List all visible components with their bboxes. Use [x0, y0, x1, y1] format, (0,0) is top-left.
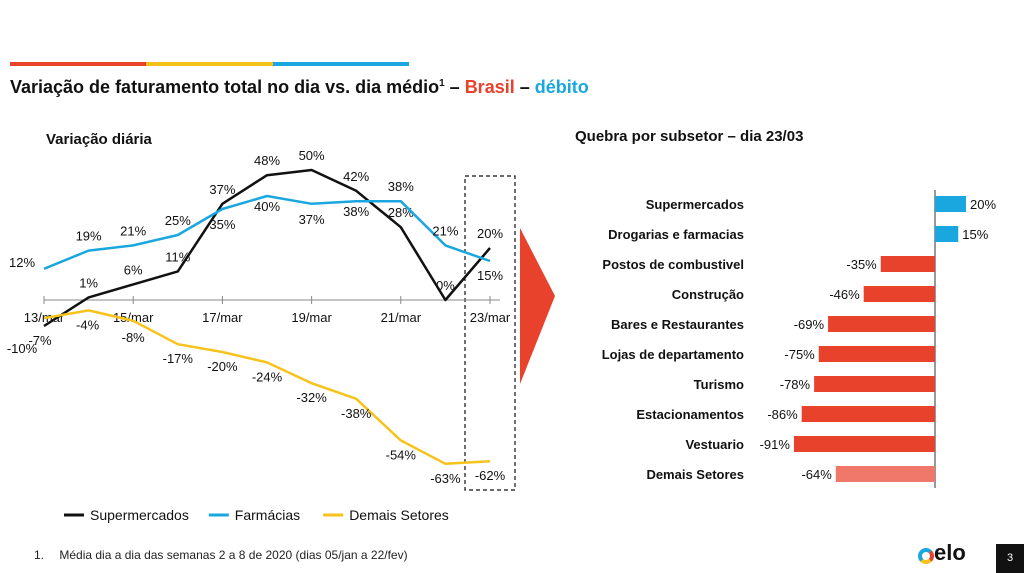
- data-label: 37%: [299, 212, 325, 227]
- data-label: -4%: [76, 317, 100, 332]
- footnote-number: 1.: [34, 548, 45, 562]
- x-tick-label: 17/mar: [202, 310, 243, 325]
- bar-category-label: Demais Setores: [646, 467, 744, 482]
- bar-value-label: -75%: [784, 347, 815, 362]
- x-tick-label: 21/mar: [381, 310, 422, 325]
- bar-category-label: Vestuario: [685, 437, 744, 452]
- data-label: 37%: [209, 182, 235, 197]
- bar: [818, 346, 935, 362]
- data-label: 11%: [165, 249, 190, 264]
- data-label: -62%: [475, 468, 506, 483]
- bar-category-label: Supermercados: [646, 197, 744, 212]
- bar-category-label: Turismo: [694, 377, 744, 392]
- footnote-text: Média dia a dia das semanas 2 a 8 de 202…: [59, 548, 408, 562]
- series-line-demais-setores: [43, 309, 491, 466]
- bar-category-label: Construção: [672, 287, 744, 302]
- top-bar-red: [10, 62, 146, 66]
- arrow-icon: [520, 228, 555, 384]
- bar: [880, 256, 935, 272]
- series-line-supermercados: [43, 168, 491, 328]
- data-label: 19%: [76, 229, 102, 244]
- data-label: 12%: [9, 255, 35, 270]
- data-label: -20%: [207, 359, 238, 374]
- data-label: 1%: [79, 275, 98, 290]
- page-title: Variação de faturamento total no dia vs.…: [10, 77, 589, 98]
- title-main: Variação de faturamento total no dia vs.…: [10, 77, 440, 97]
- bar: [835, 466, 935, 482]
- data-label: 28%: [388, 205, 414, 220]
- title-brasil: Brasil: [464, 77, 515, 97]
- data-label: 42%: [343, 169, 369, 184]
- bar: [863, 286, 935, 302]
- data-label: 15%: [477, 268, 503, 283]
- title-debito: débito: [534, 77, 589, 97]
- elo-logo: elo: [918, 540, 966, 566]
- data-label: 20%: [477, 226, 503, 241]
- logo-text: elo: [934, 540, 966, 565]
- x-tick-label: 23/mar: [470, 310, 511, 325]
- legend-label: Demais Setores: [349, 507, 449, 523]
- data-label: 38%: [388, 179, 414, 194]
- legend-label: Farmácias: [235, 507, 300, 523]
- bar-category-label: Postos de combustivel: [602, 257, 744, 272]
- bar: [935, 226, 959, 242]
- title-footnote-mark: 1: [439, 78, 445, 89]
- data-label: -54%: [386, 447, 417, 462]
- x-tick-label: 19/mar: [291, 310, 332, 325]
- data-label: 48%: [254, 153, 280, 168]
- data-label: -63%: [430, 471, 461, 486]
- bar: [814, 376, 935, 392]
- top-bar-blue: [273, 62, 409, 66]
- top-bar-yellow: [146, 62, 273, 66]
- bar-value-label: -46%: [829, 287, 860, 302]
- data-label: 25%: [165, 213, 191, 228]
- logo-mark-icon: [918, 548, 934, 564]
- data-label: 38%: [343, 204, 369, 219]
- bar-category-label: Bares e Restaurantes: [611, 317, 744, 332]
- bar-category-label: Lojas de departamento: [602, 347, 744, 362]
- data-label: 21%: [120, 223, 146, 238]
- series-line-farmácias: [43, 194, 491, 270]
- bar-value-label: -69%: [794, 317, 825, 332]
- data-label: -32%: [296, 390, 327, 405]
- data-label: 35%: [209, 217, 235, 232]
- data-label: 6%: [124, 262, 143, 277]
- data-label: 40%: [254, 199, 280, 214]
- highlight-box: [464, 175, 516, 491]
- left-chart-subtitle: Variação diária: [46, 131, 152, 148]
- data-label: -38%: [341, 406, 372, 421]
- data-label: -8%: [122, 330, 146, 345]
- bar: [828, 316, 935, 332]
- page-number: 3: [996, 544, 1024, 573]
- bar-value-label: 20%: [970, 197, 996, 212]
- title-dash: –: [514, 77, 535, 97]
- data-label: 21%: [432, 223, 458, 238]
- bar-value-label: -35%: [846, 257, 877, 272]
- data-label: -24%: [252, 369, 283, 384]
- data-label: 50%: [299, 148, 325, 163]
- bar-value-label: 15%: [962, 227, 988, 242]
- right-chart-subtitle: Quebra por subsetor – dia 23/03: [575, 128, 804, 145]
- bar: [801, 406, 935, 422]
- data-label: -17%: [163, 351, 194, 366]
- bar-value-label: -86%: [767, 407, 798, 422]
- data-label: -7%: [28, 333, 52, 348]
- bar-category-label: Estacionamentos: [636, 407, 744, 422]
- data-label: 0%: [436, 278, 455, 293]
- bar: [793, 436, 935, 452]
- bar: [935, 196, 966, 212]
- legend-label: Supermercados: [90, 507, 189, 523]
- title-dash: –: [444, 77, 465, 97]
- footnote: 1. Média dia a dia das semanas 2 a 8 de …: [34, 548, 408, 562]
- bar-category-label: Drogarias e farmacias: [608, 227, 744, 242]
- data-label: -10%: [7, 341, 38, 356]
- bar-value-label: -64%: [801, 467, 832, 482]
- bar-value-label: -78%: [780, 377, 811, 392]
- x-tick-label: 15/mar: [113, 310, 154, 325]
- bar-value-label: -91%: [760, 437, 791, 452]
